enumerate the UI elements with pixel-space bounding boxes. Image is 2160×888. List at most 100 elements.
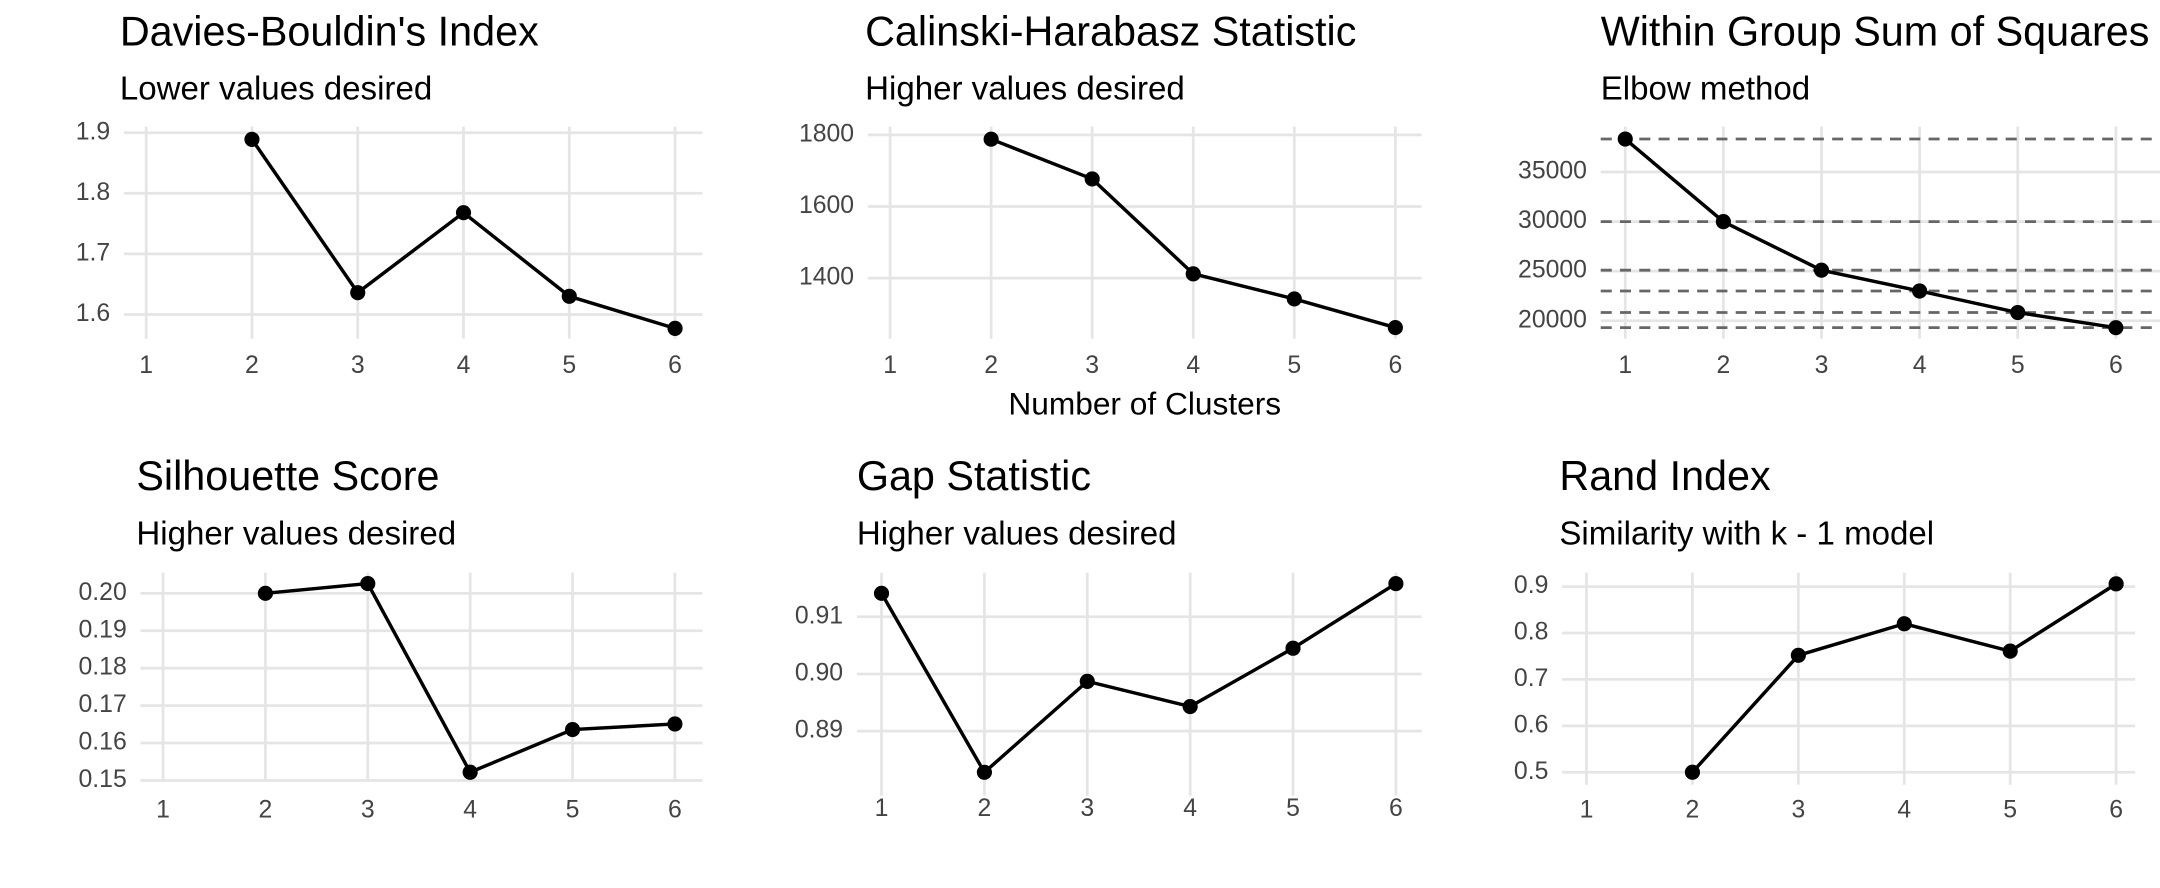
data-point xyxy=(1387,320,1403,336)
chart-subtitle: Higher values desired xyxy=(857,515,1177,552)
y-tick-label: 1600 xyxy=(799,192,854,219)
y-tick-label: 1.6 xyxy=(76,300,110,327)
y-tick-label: 0.7 xyxy=(1514,665,1548,692)
x-tick-label: 4 xyxy=(463,796,477,823)
chart-subtitle: Similarity with k - 1 model xyxy=(1559,515,1934,552)
data-point xyxy=(873,585,890,601)
chart-subtitle: Higher values desired xyxy=(865,71,1185,108)
data-point xyxy=(257,585,273,601)
chart-title: Davies-Bouldin's Index xyxy=(120,8,539,54)
x-tick-label: 1 xyxy=(883,352,897,379)
data-point xyxy=(1813,262,1830,278)
x-tick-label: 6 xyxy=(668,352,682,379)
x-tick-label: 2 xyxy=(1686,796,1700,823)
x-tick-label: 2 xyxy=(978,795,992,822)
x-tick-label: 2 xyxy=(259,796,273,823)
data-point xyxy=(1286,291,1302,307)
x-tick-label: 5 xyxy=(2003,796,2017,823)
data-point xyxy=(564,722,581,738)
y-tick-label: 20000 xyxy=(1518,306,1587,333)
data-point xyxy=(1912,283,1928,299)
x-axis-label: Number of Clusters xyxy=(1008,386,1281,422)
x-tick-label: 2 xyxy=(1716,352,1730,379)
x-tick-label: 6 xyxy=(668,796,682,823)
data-point xyxy=(1790,647,1806,663)
x-tick-label: 3 xyxy=(1791,796,1805,823)
data-point xyxy=(1079,673,1095,689)
x-tick-label: 3 xyxy=(351,352,365,379)
y-tick-label: 0.8 xyxy=(1514,619,1548,646)
x-tick-label: 6 xyxy=(2109,352,2123,379)
y-tick-label: 25000 xyxy=(1518,257,1587,284)
y-tick-label: 0.9 xyxy=(1514,572,1548,599)
data-point xyxy=(1715,214,1731,230)
x-tick-label: 4 xyxy=(1897,796,1911,823)
x-tick-label: 5 xyxy=(2011,352,2025,379)
y-tick-label: 0.90 xyxy=(795,659,843,686)
data-point xyxy=(455,205,472,221)
x-tick-label: 4 xyxy=(1186,352,1200,379)
chart-subtitle: Higher values desired xyxy=(136,515,456,552)
data-point xyxy=(1084,171,1100,187)
data-point xyxy=(2108,320,2124,336)
chart-title: Gap Statistic xyxy=(857,453,1091,499)
data-point xyxy=(1684,764,1701,780)
y-tick-label: 0.19 xyxy=(79,616,127,643)
chart-subtitle: Lower values desired xyxy=(120,71,432,108)
data-point xyxy=(462,764,478,780)
data-point xyxy=(360,576,376,592)
data-point xyxy=(1617,131,1633,147)
y-tick-label: 0.91 xyxy=(795,602,843,629)
chart-title: Rand Index xyxy=(1559,453,1771,499)
x-tick-label: 5 xyxy=(1287,352,1301,379)
x-tick-label: 4 xyxy=(1913,352,1927,379)
y-tick-label: 0.5 xyxy=(1514,758,1548,785)
y-tick-label: 0.17 xyxy=(79,691,127,718)
x-tick-label: 4 xyxy=(457,352,471,379)
chart-title: Calinski-Harabasz Statistic xyxy=(865,8,1356,54)
x-tick-label: 6 xyxy=(1389,795,1403,822)
x-tick-label: 3 xyxy=(1080,795,1094,822)
x-tick-label: 6 xyxy=(2109,796,2123,823)
x-tick-label: 6 xyxy=(1388,352,1402,379)
x-tick-label: 3 xyxy=(361,796,375,823)
x-tick-label: 1 xyxy=(139,352,153,379)
chart-title: Within Group Sum of Squares xyxy=(1601,8,2150,54)
y-tick-label: 1400 xyxy=(799,264,854,291)
data-line xyxy=(1624,137,2117,330)
data-point xyxy=(667,716,683,732)
data-point xyxy=(2010,304,2026,321)
x-tick-label: 1 xyxy=(875,795,889,822)
y-tick-label: 0.6 xyxy=(1514,711,1548,738)
y-tick-label: 0.16 xyxy=(79,729,127,756)
x-tick-label: 5 xyxy=(566,796,580,823)
x-tick-label: 5 xyxy=(1286,795,1300,822)
x-tick-label: 5 xyxy=(562,352,576,379)
chart-title: Silhouette Score xyxy=(136,453,439,499)
data-point xyxy=(2002,643,2018,659)
x-tick-label: 3 xyxy=(1815,352,1829,379)
x-tick-label: 1 xyxy=(1580,796,1594,823)
data-point xyxy=(1388,576,1404,592)
y-tick-label: 1.9 xyxy=(76,118,110,145)
chart-subtitle: Elbow method xyxy=(1601,71,1810,108)
y-tick-label: 0.15 xyxy=(79,766,127,793)
x-tick-label: 1 xyxy=(156,796,170,823)
data-point xyxy=(244,131,260,147)
y-tick-label: 0.20 xyxy=(79,579,127,606)
data-point xyxy=(667,320,683,336)
y-tick-label: 0.89 xyxy=(795,717,843,744)
data-point xyxy=(1285,640,1301,656)
data-point xyxy=(983,131,999,147)
data-point xyxy=(976,764,992,780)
data-point xyxy=(1185,266,1201,282)
x-tick-label: 2 xyxy=(984,352,998,379)
data-point xyxy=(1182,698,1198,715)
y-tick-label: 1.7 xyxy=(76,239,110,266)
data-line xyxy=(880,582,1397,775)
x-tick-label: 2 xyxy=(245,352,259,379)
x-tick-label: 4 xyxy=(1183,795,1197,822)
data-point xyxy=(350,285,366,301)
data-point xyxy=(2108,576,2124,592)
